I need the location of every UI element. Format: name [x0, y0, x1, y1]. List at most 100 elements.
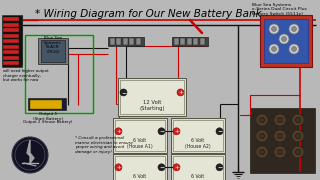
- Circle shape: [274, 146, 286, 158]
- Circle shape: [256, 146, 268, 158]
- Bar: [25, 35, 93, 113]
- Bar: [3, 22, 19, 26]
- Bar: [171, 118, 225, 153]
- Circle shape: [12, 137, 48, 173]
- Circle shape: [292, 130, 304, 142]
- Bar: [123, 38, 127, 45]
- Text: Battery Switch (5511e): Battery Switch (5511e): [252, 12, 303, 16]
- Circle shape: [173, 128, 180, 135]
- Text: +: +: [174, 165, 179, 170]
- Circle shape: [292, 46, 297, 51]
- Circle shape: [292, 114, 304, 126]
- Bar: [260, 15, 312, 67]
- Circle shape: [271, 46, 276, 51]
- Circle shape: [115, 128, 122, 135]
- Circle shape: [259, 133, 265, 139]
- Bar: [171, 154, 225, 180]
- Bar: [3, 17, 19, 21]
- Bar: [135, 38, 140, 45]
- Text: 6 Volt
(House B2): 6 Volt (House B2): [185, 174, 211, 180]
- Bar: [41, 40, 65, 62]
- Text: 6 Volt
(House A2): 6 Volt (House A2): [185, 138, 211, 149]
- Bar: [109, 38, 115, 45]
- Circle shape: [271, 26, 276, 31]
- Text: +: +: [174, 129, 179, 134]
- Circle shape: [120, 89, 127, 96]
- Circle shape: [177, 89, 184, 96]
- Text: 6 Volt
(House A1): 6 Volt (House A1): [127, 138, 153, 149]
- Circle shape: [279, 34, 289, 44]
- Text: −: −: [217, 129, 222, 134]
- Bar: [113, 154, 167, 180]
- Circle shape: [216, 164, 223, 171]
- Circle shape: [292, 26, 297, 31]
- Text: 12 Volt
(Starting): 12 Volt (Starting): [139, 100, 165, 111]
- Circle shape: [277, 133, 283, 139]
- Circle shape: [158, 128, 165, 135]
- Text: e-Series Dual Circuit Plus: e-Series Dual Circuit Plus: [252, 8, 307, 12]
- Bar: [3, 39, 19, 43]
- Circle shape: [256, 114, 268, 126]
- Text: Blue Sea Systems: Blue Sea Systems: [252, 3, 291, 7]
- Circle shape: [216, 128, 223, 135]
- Bar: [199, 38, 204, 45]
- Bar: [3, 33, 19, 37]
- Bar: [187, 38, 191, 45]
- Circle shape: [282, 37, 286, 42]
- Circle shape: [259, 117, 265, 123]
- Bar: [108, 37, 144, 46]
- Bar: [173, 120, 223, 151]
- Text: +: +: [178, 90, 183, 95]
- Bar: [3, 28, 19, 32]
- Bar: [250, 108, 315, 173]
- Bar: [3, 44, 19, 48]
- Circle shape: [277, 117, 283, 123]
- Bar: [115, 120, 165, 151]
- Circle shape: [173, 164, 180, 171]
- Circle shape: [274, 130, 286, 142]
- Bar: [172, 37, 208, 46]
- Bar: [3, 55, 19, 60]
- Circle shape: [269, 44, 279, 54]
- Circle shape: [256, 130, 268, 142]
- Bar: [3, 61, 19, 65]
- Bar: [264, 19, 308, 63]
- Bar: [120, 80, 184, 114]
- Bar: [173, 156, 223, 180]
- Text: −: −: [217, 165, 222, 170]
- Bar: [129, 38, 134, 45]
- Text: −: −: [159, 165, 164, 170]
- Circle shape: [274, 114, 286, 126]
- Text: Output 1
(Start Battery): Output 1 (Start Battery): [33, 112, 63, 121]
- Bar: [193, 38, 198, 45]
- Circle shape: [277, 149, 283, 155]
- Text: −: −: [159, 129, 164, 134]
- Bar: [2, 15, 22, 67]
- Bar: [116, 38, 121, 45]
- Circle shape: [289, 24, 299, 34]
- Bar: [180, 38, 185, 45]
- Bar: [118, 78, 186, 116]
- Bar: [113, 118, 167, 153]
- Circle shape: [289, 44, 299, 54]
- Circle shape: [295, 133, 301, 139]
- Bar: [3, 50, 19, 54]
- Circle shape: [295, 117, 301, 123]
- Bar: [115, 156, 165, 180]
- Text: −: −: [121, 90, 126, 95]
- Bar: [173, 38, 179, 45]
- Circle shape: [158, 164, 165, 171]
- Bar: [38, 38, 68, 64]
- Text: Blue Sea
Systems
Si-ACR
(7610): Blue Sea Systems Si-ACR (7610): [44, 36, 62, 54]
- Circle shape: [115, 164, 122, 171]
- Text: * Consult a professional
marine electrician to ensure
proper wiring and avoid
da: * Consult a professional marine electric…: [75, 136, 133, 154]
- Circle shape: [269, 24, 279, 34]
- Circle shape: [295, 149, 301, 155]
- Text: * Wiring Diagram for Our New Battery Bank: * Wiring Diagram for Our New Battery Ban…: [35, 9, 261, 19]
- Text: +: +: [116, 129, 121, 134]
- Circle shape: [292, 146, 304, 158]
- Bar: [30, 100, 62, 109]
- Text: Output 2 (House Battery): Output 2 (House Battery): [23, 120, 73, 124]
- Text: 6 Volt
(House B1): 6 Volt (House B1): [127, 174, 153, 180]
- Polygon shape: [27, 140, 30, 156]
